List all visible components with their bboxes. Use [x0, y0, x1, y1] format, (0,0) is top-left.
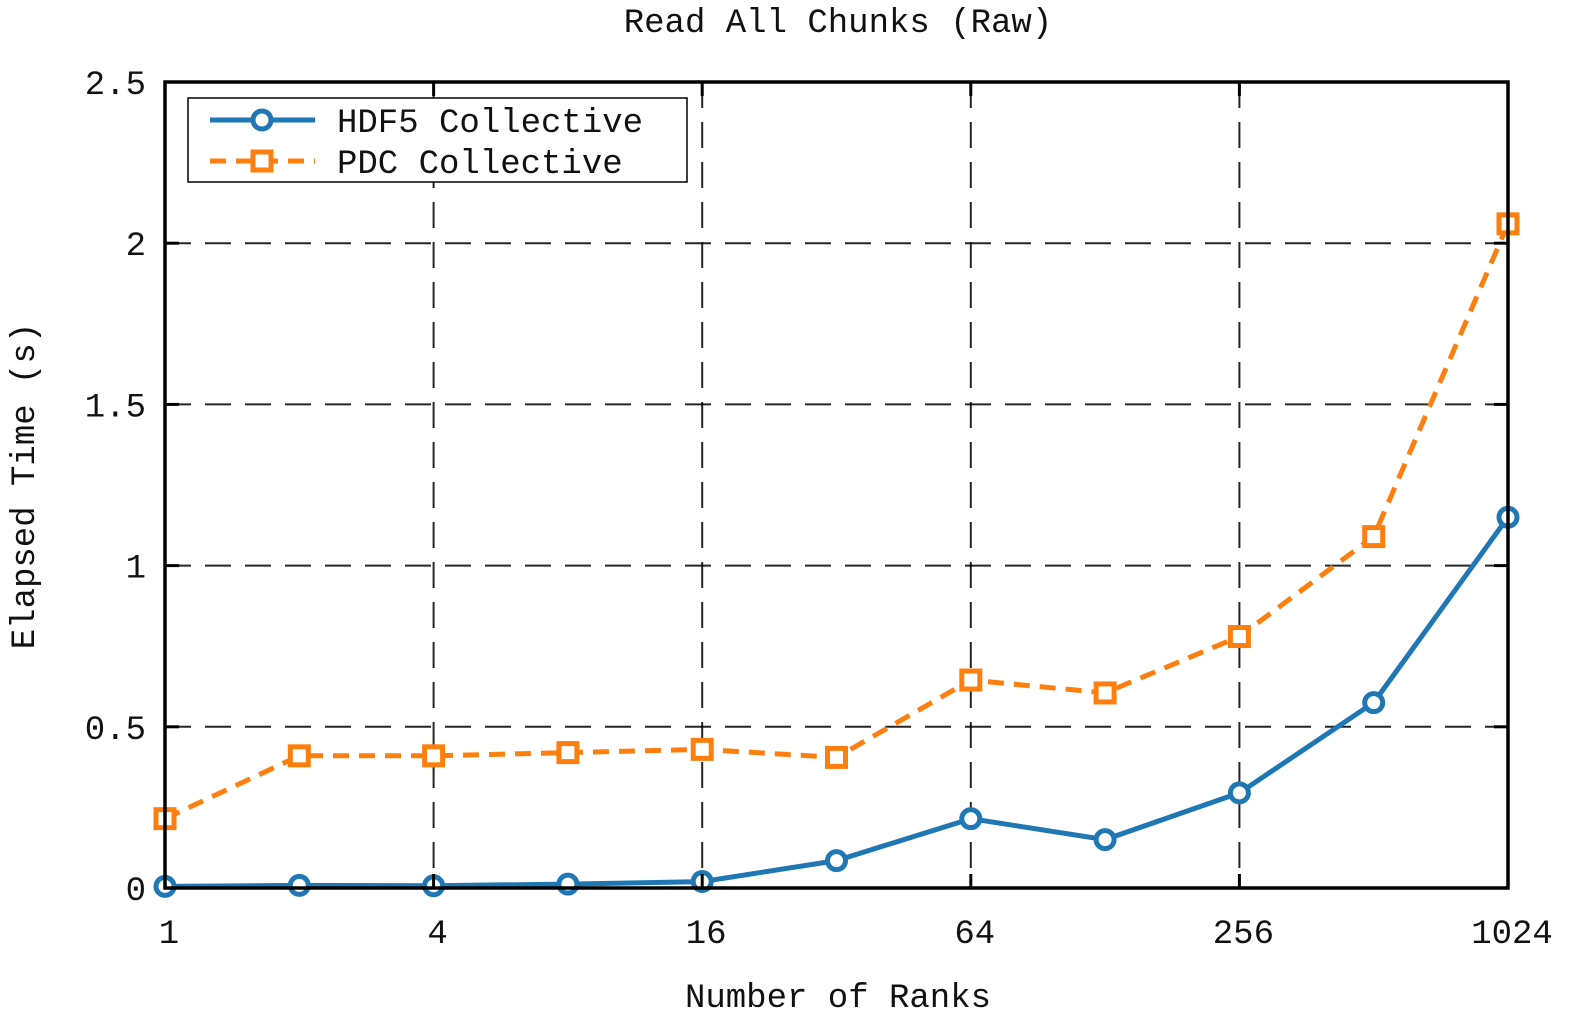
- hdf5-collective-marker: [287, 873, 311, 897]
- legend-hdf5-collective-marker: [250, 108, 274, 132]
- x-tick-label: 4: [427, 916, 447, 954]
- pdc-collective-marker: [556, 741, 580, 765]
- hdf5-collective-marker: [825, 849, 848, 873]
- hdf5-collective-marker: [959, 807, 983, 831]
- pdc-collective-marker: [422, 744, 446, 768]
- chart-title: Read All Chunks (Raw): [624, 5, 1052, 43]
- series-layer: [153, 212, 1520, 898]
- grid-lines: [165, 82, 1508, 888]
- pdc-collective-marker: [825, 745, 848, 769]
- legend-hdf5-collective-label: HDF5 Collective: [337, 105, 643, 143]
- y-tick-label: 1: [126, 551, 146, 589]
- x-tick-label: 64: [954, 916, 995, 954]
- y-tick-label: 0: [126, 873, 146, 911]
- pdc-collective-series: [153, 212, 1520, 831]
- hdf5-collective-line: [164, 515, 1511, 889]
- y-tick-label: 0.5: [85, 712, 146, 750]
- tick-labels: 1 4 16 64 256 1024 0 0.5 1 1.5 2 2.5: [85, 67, 1553, 954]
- y-tick-label: 2: [126, 228, 146, 266]
- x-tick-label: 1024: [1471, 916, 1553, 954]
- pdc-collective-marker: [1093, 681, 1117, 705]
- hdf5-collective-marker: [556, 872, 580, 896]
- legend-pdc-collective-marker: [250, 149, 274, 173]
- x-tick-label: 256: [1213, 916, 1274, 954]
- y-axis-label: Elapsed Time (s): [7, 323, 45, 649]
- pdc-collective-marker: [1227, 625, 1251, 649]
- pdc-collective-marker: [690, 737, 714, 761]
- y-tick-label: 2.5: [85, 67, 146, 105]
- x-tick-label: 16: [686, 916, 727, 954]
- hdf5-collective-marker: [1227, 781, 1251, 805]
- hdf5-collective-marker: [1362, 691, 1386, 715]
- hdf5-collective-marker: [1093, 828, 1117, 852]
- y-tick-label: 1.5: [85, 389, 146, 427]
- pdc-collective-marker: [1362, 525, 1386, 549]
- plot-frame: [163, 80, 1510, 890]
- legend-pdc-collective-label: PDC Collective: [337, 146, 623, 184]
- pdc-collective-marker: [959, 668, 983, 692]
- x-axis-label: Number of Ranks: [685, 980, 991, 1014]
- pdc-collective-line: [163, 222, 1511, 821]
- pdc-collective-marker: [287, 744, 311, 768]
- hdf5-collective-series: [153, 505, 1520, 898]
- x-tick-label: 1: [159, 916, 179, 954]
